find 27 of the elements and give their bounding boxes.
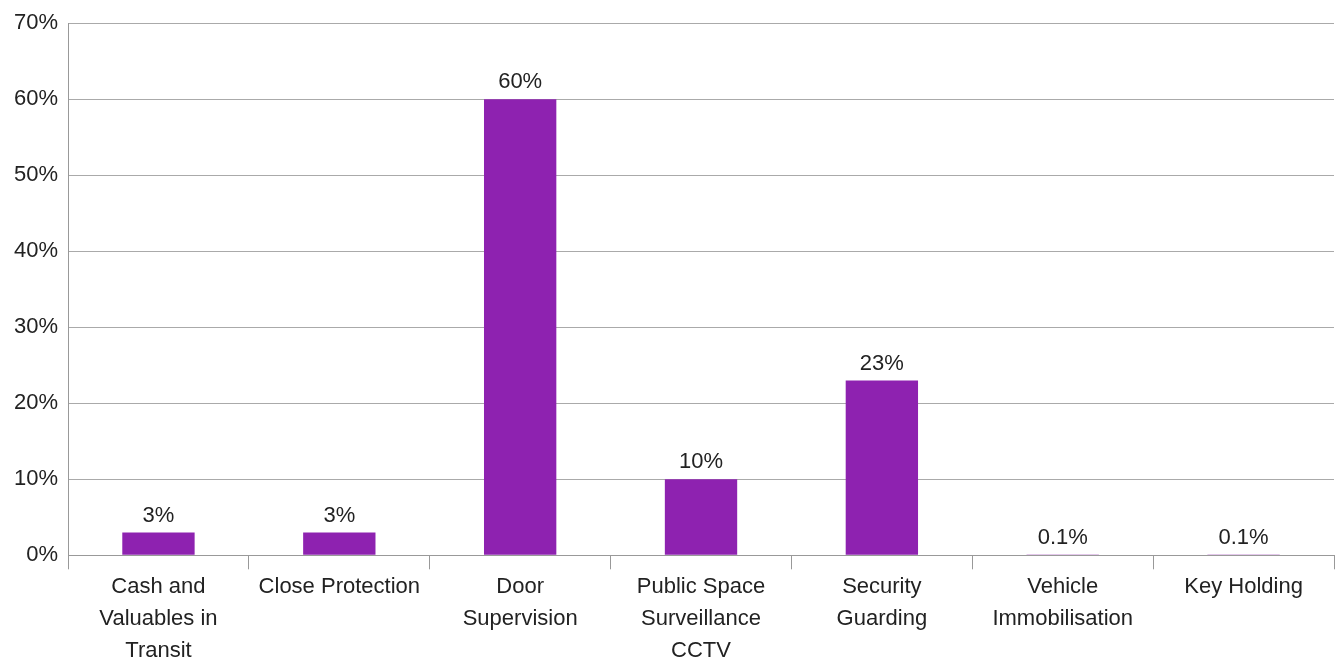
y-tick-label: 20% <box>13 389 59 415</box>
x-tick-label: Vehicle Immobilisation <box>992 573 1134 631</box>
y-tick-label: 50% <box>13 161 59 187</box>
data-label: 60% <box>498 68 543 94</box>
data-label: 23% <box>859 349 904 375</box>
x-tick-label: Key Holding <box>1184 573 1303 599</box>
data-label: 0.1% <box>1037 523 1088 549</box>
bar <box>664 479 738 555</box>
y-tick-label: 70% <box>13 9 59 35</box>
data-label: 3% <box>323 501 356 527</box>
bar <box>483 99 557 555</box>
y-tick-label: 0% <box>26 541 59 567</box>
x-tick-label: Public Space Surveillance CCTV <box>636 573 766 663</box>
data-label: 3% <box>142 501 175 527</box>
data-label: 10% <box>678 448 724 474</box>
x-tick-label: Close Protection <box>258 573 421 599</box>
bar <box>122 532 195 555</box>
y-tick-label: 60% <box>13 85 59 111</box>
bar <box>303 532 376 555</box>
y-tick-label: 30% <box>13 313 59 339</box>
x-tick-label: Cash and Valuables in Transit <box>99 573 218 663</box>
x-tick-label: Security Guarding <box>836 573 928 631</box>
bar <box>845 380 919 555</box>
x-tick-label: Door Supervision <box>462 573 578 631</box>
y-tick-label: 10% <box>13 465 59 491</box>
data-label: 0.1% <box>1218 523 1269 549</box>
y-tick-label: 40% <box>13 237 59 263</box>
